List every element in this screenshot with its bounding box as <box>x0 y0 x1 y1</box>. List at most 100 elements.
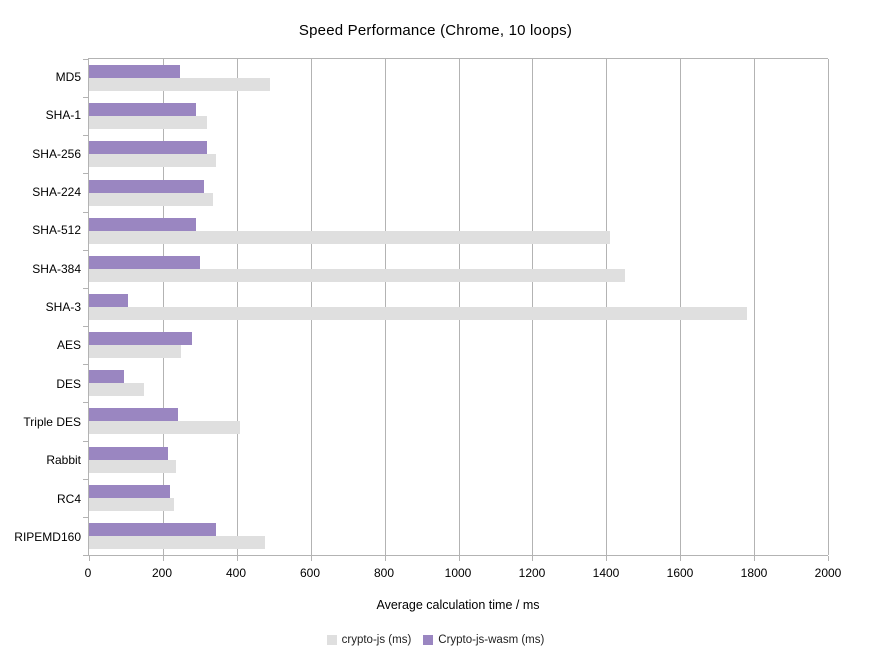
bar-crypto-js <box>89 421 241 435</box>
category-row-ripemd160 <box>89 517 828 555</box>
category-row-sha-3 <box>89 288 828 326</box>
y-label-aes: AES <box>56 338 81 353</box>
y-label-sha-1: SHA-1 <box>45 108 81 123</box>
bar-crypto-js <box>89 116 208 130</box>
y-label-rabbit: Rabbit <box>46 453 81 468</box>
category-row-sha-512 <box>89 212 828 250</box>
y-axis-tick <box>83 440 88 442</box>
bar-crypto-js-wasm <box>89 255 200 269</box>
legend: crypto-js (ms) Crypto-js-wasm (ms) <box>0 634 871 646</box>
x-tick-label-2000: 2000 <box>814 566 842 580</box>
y-label-sha-512: SHA-512 <box>32 223 81 238</box>
x-axis-tick-1400 <box>606 556 608 561</box>
x-tick-label-800: 800 <box>373 566 395 580</box>
bar-crypto-js-wasm <box>89 65 180 79</box>
bar-crypto-js-wasm <box>89 179 204 193</box>
gridline-800 <box>384 59 386 555</box>
bar-crypto-js <box>89 268 625 282</box>
x-axis-tick-1800 <box>754 556 756 561</box>
y-axis-tick <box>83 249 88 251</box>
gridline-1200 <box>532 59 534 555</box>
gridline-600 <box>310 59 312 555</box>
bar-crypto-js <box>89 307 747 321</box>
category-row-md5 <box>89 59 828 97</box>
x-axis-tick-800 <box>384 556 386 561</box>
gridline-1400 <box>606 59 608 555</box>
bar-crypto-js-wasm <box>89 332 193 346</box>
x-tick-label-1800: 1800 <box>740 566 768 580</box>
plot-area <box>83 58 829 561</box>
y-axis-tick <box>83 402 88 404</box>
y-axis-tick <box>83 59 88 60</box>
bar-rows <box>89 59 828 555</box>
legend-item-crypto-js-ms-: crypto-js (ms) <box>326 634 412 646</box>
bar-crypto-js-wasm <box>89 141 208 155</box>
bar-crypto-js-wasm <box>89 103 197 117</box>
gridline-1600 <box>680 59 682 555</box>
category-row-sha-384 <box>89 250 828 288</box>
x-tick-label-0: 0 <box>84 566 92 580</box>
gridline-1000 <box>458 59 460 555</box>
x-axis-tick-1200 <box>532 556 534 561</box>
category-row-triple-des <box>89 402 828 440</box>
bar-crypto-js <box>89 459 176 473</box>
bar-crypto-js <box>89 383 145 397</box>
x-tick-label-200: 200 <box>151 566 173 580</box>
category-row-sha-256 <box>89 135 828 173</box>
x-axis-title: Average calculation time / ms <box>376 598 540 612</box>
x-tick-labels: 0 200 400 600 800 1000 1200 1400 1600 1800 2000 <box>84 566 842 582</box>
x-axis-tick-2000 <box>828 556 829 561</box>
bar-crypto-js-wasm <box>89 522 217 536</box>
category-row-des <box>89 364 828 402</box>
gridline-200 <box>162 59 164 555</box>
category-row-sha-1 <box>89 97 828 135</box>
gridline-400 <box>236 59 238 555</box>
legend-label: crypto-js (ms) <box>341 634 412 646</box>
gridline-1800 <box>754 59 756 555</box>
y-axis-tick <box>83 478 88 480</box>
category-row-rabbit <box>89 441 828 479</box>
y-label-sha-384: SHA-384 <box>32 261 81 276</box>
x-tick-label-600: 600 <box>299 566 321 580</box>
y-label-sha-256: SHA-256 <box>32 146 81 161</box>
y-axis-tick <box>83 173 88 175</box>
y-label-sha-224: SHA-224 <box>32 185 81 200</box>
bar-crypto-js <box>89 497 174 511</box>
x-tick-label-1400: 1400 <box>592 566 620 580</box>
y-label-ripemd160: RIPEMD160 <box>14 529 81 544</box>
x-axis-tick-200 <box>162 556 164 561</box>
legend-swatch <box>326 635 337 645</box>
legend-item-crypto-js-wasm-ms-: Crypto-js-wasm (ms) <box>423 634 544 646</box>
category-row-aes <box>89 326 828 364</box>
x-axis-tick-0 <box>89 556 90 561</box>
y-axis-tick <box>83 211 88 213</box>
y-label-md5: MD5 <box>55 70 81 85</box>
y-label-sha-3: SHA-3 <box>45 300 81 315</box>
bar-crypto-js-wasm <box>89 446 169 460</box>
y-axis-tick <box>83 326 88 328</box>
bar-crypto-js <box>89 230 610 244</box>
gridline-2000 <box>828 59 829 555</box>
category-row-sha-224 <box>89 173 828 211</box>
x-tick-label-400: 400 <box>225 566 247 580</box>
y-label-rc4: RC4 <box>56 491 81 506</box>
x-tick-label-1000: 1000 <box>444 566 472 580</box>
x-axis-tick-1600 <box>680 556 682 561</box>
bar-crypto-js-wasm <box>89 294 128 308</box>
x-tick-label-1600: 1600 <box>666 566 694 580</box>
legend-swatch <box>423 635 434 645</box>
x-axis-tick-1000 <box>458 556 460 561</box>
bar-crypto-js-wasm <box>89 370 125 384</box>
bar-crypto-js <box>89 192 213 206</box>
bar-crypto-js-wasm <box>89 217 197 231</box>
y-axis-tick <box>83 97 88 99</box>
bar-crypto-js <box>89 345 182 359</box>
y-axis-tick <box>83 364 88 366</box>
y-axis-labels: MD5 SHA-1 SHA-256 SHA-224 SHA-512 SHA-384 SHA-… <box>0 58 81 556</box>
bar-crypto-js <box>89 154 217 168</box>
y-axis-tick <box>83 555 88 556</box>
bar-crypto-js <box>89 535 265 549</box>
bar-crypto-js <box>89 78 271 92</box>
y-label-triple-des: Triple DES <box>23 414 81 429</box>
bar-crypto-js-wasm <box>89 408 178 422</box>
